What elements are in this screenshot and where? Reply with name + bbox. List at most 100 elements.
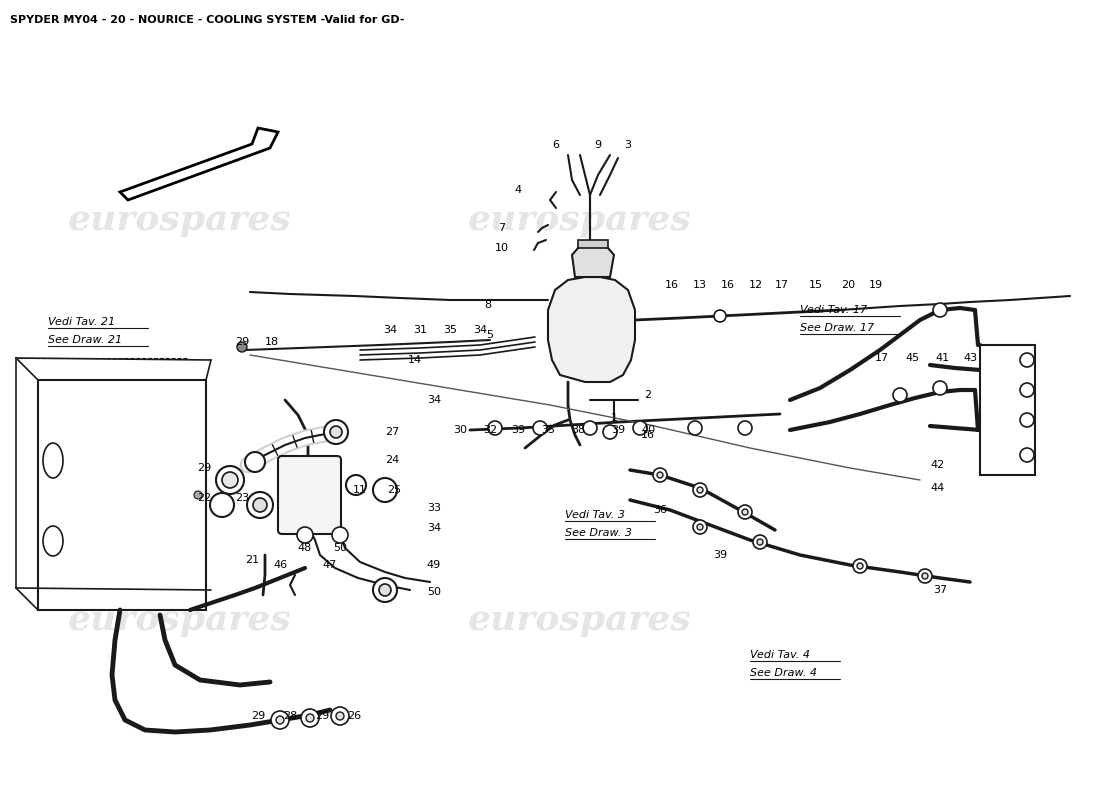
Text: 28: 28	[283, 711, 297, 721]
Text: 34: 34	[383, 325, 397, 335]
Circle shape	[738, 505, 752, 519]
Circle shape	[857, 563, 864, 569]
Circle shape	[222, 472, 238, 488]
Text: 39: 39	[610, 425, 625, 435]
Text: eurospares: eurospares	[68, 603, 292, 637]
Circle shape	[373, 478, 397, 502]
Text: 5: 5	[486, 330, 494, 340]
Text: eurospares: eurospares	[469, 203, 692, 237]
Circle shape	[306, 714, 313, 722]
Text: Vedi Tav. 21: Vedi Tav. 21	[48, 317, 116, 327]
Text: 17: 17	[774, 280, 789, 290]
Circle shape	[324, 420, 348, 444]
Text: See Draw. 3: See Draw. 3	[565, 528, 632, 538]
Text: 29: 29	[197, 463, 211, 473]
Text: 18: 18	[265, 337, 279, 347]
Ellipse shape	[43, 526, 63, 556]
Circle shape	[534, 421, 547, 435]
Text: 13: 13	[693, 280, 707, 290]
Circle shape	[693, 520, 707, 534]
Polygon shape	[120, 128, 278, 200]
Circle shape	[688, 421, 702, 435]
Bar	[980, 345, 1035, 475]
Circle shape	[657, 472, 663, 478]
Circle shape	[933, 381, 947, 395]
Text: 21: 21	[245, 555, 260, 565]
Text: 42: 42	[931, 460, 945, 470]
Circle shape	[1020, 413, 1034, 427]
Text: 16: 16	[666, 280, 679, 290]
Circle shape	[757, 539, 763, 545]
Bar	[578, 240, 608, 248]
Circle shape	[216, 466, 244, 494]
Text: 29: 29	[251, 711, 265, 721]
Circle shape	[893, 388, 907, 402]
Circle shape	[248, 492, 273, 518]
Circle shape	[603, 425, 617, 439]
Circle shape	[332, 527, 348, 543]
Text: 46: 46	[273, 560, 287, 570]
Text: 10: 10	[495, 243, 509, 253]
Circle shape	[276, 716, 284, 724]
Text: 45: 45	[905, 353, 920, 363]
Circle shape	[922, 573, 928, 579]
Text: 9: 9	[594, 140, 602, 150]
Polygon shape	[572, 244, 614, 277]
Text: 50: 50	[333, 543, 346, 553]
Circle shape	[373, 578, 397, 602]
Text: 17: 17	[874, 353, 889, 363]
Text: 4: 4	[515, 185, 521, 195]
Text: Vedi Tav. 17: Vedi Tav. 17	[800, 305, 867, 315]
Circle shape	[693, 483, 707, 497]
Text: 23: 23	[235, 493, 249, 503]
Text: 34: 34	[427, 523, 441, 533]
Circle shape	[253, 498, 267, 512]
Circle shape	[346, 475, 366, 495]
Text: 26: 26	[346, 711, 361, 721]
Text: 44: 44	[931, 483, 945, 493]
Circle shape	[1020, 353, 1034, 367]
Text: 32: 32	[483, 425, 497, 435]
Text: 12: 12	[749, 280, 763, 290]
Circle shape	[297, 527, 313, 543]
Circle shape	[379, 584, 390, 596]
Text: 3: 3	[625, 140, 631, 150]
Circle shape	[301, 709, 319, 727]
Text: Vedi Tav. 3: Vedi Tav. 3	[565, 510, 625, 520]
Text: 16: 16	[720, 280, 735, 290]
Circle shape	[271, 711, 289, 729]
Text: 36: 36	[653, 505, 667, 515]
Text: 14: 14	[408, 355, 422, 365]
Text: 2: 2	[645, 390, 651, 400]
Text: 11: 11	[353, 485, 367, 495]
Text: 37: 37	[933, 585, 947, 595]
Text: 25: 25	[387, 485, 402, 495]
Text: 22: 22	[197, 493, 211, 503]
Text: 29: 29	[315, 711, 329, 721]
FancyBboxPatch shape	[278, 456, 341, 534]
Text: 6: 6	[552, 140, 560, 150]
Text: SPYDER MY04 - 20 - NOURICE - COOLING SYSTEM -Valid for GD-: SPYDER MY04 - 20 - NOURICE - COOLING SYS…	[10, 15, 405, 25]
Polygon shape	[548, 277, 635, 382]
Circle shape	[918, 569, 932, 583]
Text: eurospares: eurospares	[68, 203, 292, 237]
Text: eurospares: eurospares	[469, 603, 692, 637]
Text: 27: 27	[385, 427, 399, 437]
Circle shape	[331, 707, 349, 725]
Circle shape	[754, 535, 767, 549]
Circle shape	[330, 426, 342, 438]
Circle shape	[488, 421, 502, 435]
Text: 47: 47	[323, 560, 337, 570]
Circle shape	[583, 421, 597, 435]
Text: 35: 35	[443, 325, 456, 335]
Text: 39: 39	[713, 550, 727, 560]
Circle shape	[697, 524, 703, 530]
Circle shape	[933, 303, 947, 317]
Text: 30: 30	[453, 425, 468, 435]
Text: 35: 35	[541, 425, 556, 435]
Circle shape	[738, 421, 752, 435]
Text: See Draw. 17: See Draw. 17	[800, 323, 874, 333]
Text: 8: 8	[484, 300, 492, 310]
Text: 19: 19	[869, 280, 883, 290]
Text: 24: 24	[385, 455, 399, 465]
